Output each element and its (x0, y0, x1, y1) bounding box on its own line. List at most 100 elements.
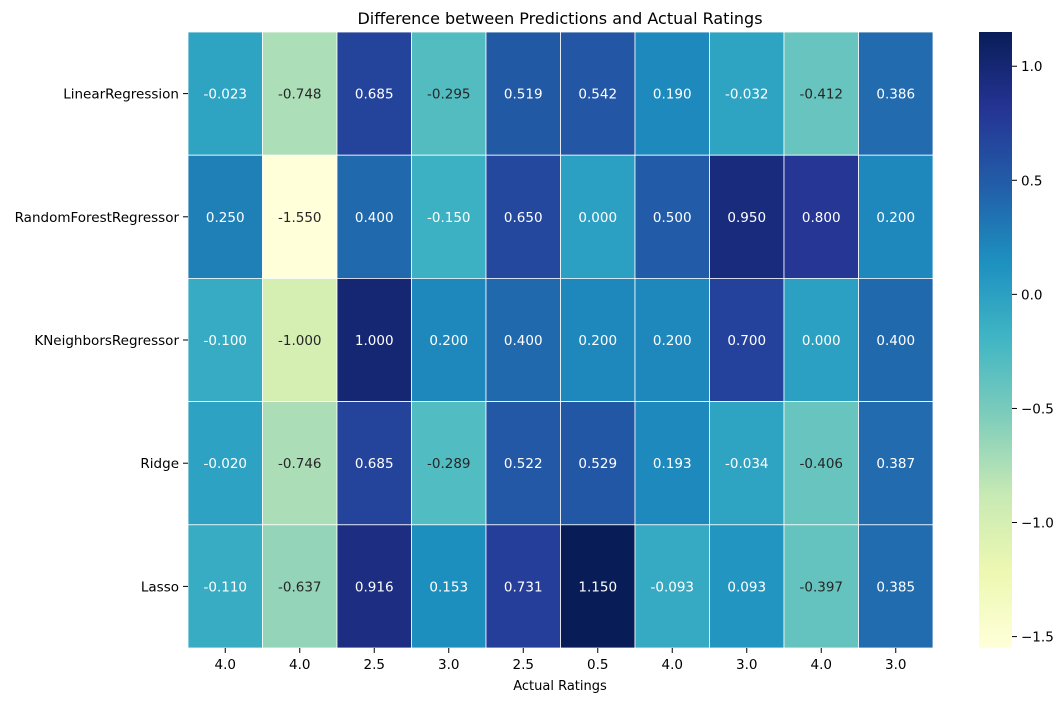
cell-value-label-r4-c2: 0.916 (355, 579, 394, 595)
heatmap-cell-r1-c6 (634, 154, 710, 279)
cell-value-label-r4-c4: 0.731 (504, 579, 543, 595)
cell-value-label-r4-c9: 0.385 (876, 579, 915, 595)
cell-value-label-r1-c2: 0.400 (355, 210, 394, 226)
cell-value-label-r4-c3: 0.153 (429, 579, 468, 595)
heatmap-cell-r4-c1 (262, 524, 338, 649)
x-tick-label-2: 2.5 (364, 657, 385, 673)
cell-value-label-r2-c2: 1.000 (355, 333, 394, 349)
heatmap-cell-r0-c7 (709, 31, 785, 156)
heatmap-cell-r1-c3 (411, 154, 487, 279)
cell-value-label-r3-c8: -0.406 (799, 456, 843, 472)
cell-value-label-r0-c6: 0.190 (653, 87, 692, 103)
heatmap-cell-r3-c0 (187, 401, 263, 526)
heatmap-cell-r4-c7 (709, 524, 785, 649)
heatmap-cell-r3-c8 (783, 401, 859, 526)
cell-value-label-r2-c7: 0.700 (727, 333, 766, 349)
x-tick-label-4: 2.5 (513, 657, 534, 673)
cell-value-label-r3-c9: 0.387 (876, 456, 915, 472)
heatmap-cell-r2-c2 (336, 277, 412, 402)
colorbar-tick-label-2: −0.5 (1021, 401, 1054, 417)
heatmap-cell-r0-c5 (560, 31, 636, 156)
heatmap-cell-r1-c8 (783, 154, 859, 279)
cell-value-label-r3-c2: 0.685 (355, 456, 394, 472)
x-axis: 4.0 4.0 2.5 3.0 2.5 0.5 4.0 3.0 4.0 3.0 (215, 648, 906, 673)
x-tick-label-3: 3.0 (438, 657, 459, 673)
heatmap-cell-r2-c6 (634, 277, 710, 402)
heatmap-cell-r3-c5 (560, 401, 636, 526)
heatmap-cell-r2-c0 (187, 277, 263, 402)
cell-value-label-r1-c4: 0.650 (504, 210, 543, 226)
cell-value-label-r0-c0: -0.023 (203, 87, 247, 103)
heatmap-cell-r2-c9 (858, 277, 934, 402)
y-tick-label-3: Ridge (140, 456, 179, 472)
cell-value-label-r1-c0: 0.250 (206, 210, 245, 226)
heatmap-cell-r4-c4 (485, 524, 561, 649)
x-tick-label-5: 0.5 (587, 657, 608, 673)
x-tick-label-1: 4.0 (289, 657, 310, 673)
heatmap-cell-r1-c1 (262, 154, 338, 279)
heatmap-cell-r4-c8 (783, 524, 859, 649)
cell-value-label-r3-c0: -0.020 (203, 456, 247, 472)
x-tick-label-7: 3.0 (736, 657, 757, 673)
cell-value-label-r1-c9: 0.200 (876, 210, 915, 226)
cell-value-label-r0-c3: -0.295 (427, 87, 471, 103)
colorbar-tick-label-3: 0.0 (1021, 287, 1042, 303)
cell-value-label-r4-c0: -0.110 (203, 579, 247, 595)
cell-value-label-r2-c5: 0.200 (578, 333, 617, 349)
heatmap-cell-r3-c9 (858, 401, 934, 526)
cell-value-label-r1-c8: 0.800 (802, 210, 841, 226)
y-tick-label-2: KNeighborsRegressor (34, 333, 179, 349)
heatmap-cell-r2-c4 (485, 277, 561, 402)
cell-value-label-r1-c3: -0.150 (427, 210, 471, 226)
y-tick-label-0: LinearRegression (63, 87, 179, 103)
heatmap-cell-r0-c4 (485, 31, 561, 156)
y-axis: LinearRegression RandomForestRegressor KNe… (15, 87, 188, 595)
heatmap-cell-r4-c2 (336, 524, 412, 649)
x-tick-label-9: 3.0 (885, 657, 906, 673)
y-tick-label-4: Lasso (141, 579, 179, 595)
cell-value-label-r3-c7: -0.034 (725, 456, 769, 472)
colorbar-tick-label-5: 1.0 (1021, 59, 1042, 75)
heatmap-cell-r1-c9 (858, 154, 934, 279)
cell-value-label-r4-c7: 0.093 (727, 579, 766, 595)
heatmap-cell-r4-c5 (560, 524, 636, 649)
x-tick-label-8: 4.0 (811, 657, 832, 673)
cell-value-label-r0-c5: 0.542 (578, 87, 617, 103)
heatmap-cell-r3-c4 (485, 401, 561, 526)
colorbar-tick-label-1: −1.0 (1021, 516, 1054, 532)
colorbar-tick-label-0: −1.5 (1021, 630, 1054, 646)
chart-title: Difference between Predictions and Actua… (357, 9, 762, 28)
x-tick-label-6: 4.0 (662, 657, 683, 673)
y-tick-label-1: RandomForestRegressor (15, 210, 180, 226)
cell-value-label-r4-c1: -0.637 (278, 579, 322, 595)
x-tick-label-0: 4.0 (215, 657, 236, 673)
colorbar-gradient (979, 32, 1012, 648)
cell-value-label-r3-c3: -0.289 (427, 456, 471, 472)
heatmap-cell-r4-c9 (858, 524, 934, 649)
cell-value-label-r4-c8: -0.397 (799, 579, 843, 595)
heatmap-cell-r3-c7 (709, 401, 785, 526)
cell-value-label-r2-c8: 0.000 (802, 333, 841, 349)
cell-value-label-r2-c4: 0.400 (504, 333, 543, 349)
heatmap-cell-r3-c6 (634, 401, 710, 526)
cell-value-label-r1-c7: 0.950 (727, 210, 766, 226)
heatmap-cell-r4-c6 (634, 524, 710, 649)
cell-value-label-r1-c6: 0.500 (653, 210, 692, 226)
cell-value-label-r4-c6: -0.093 (650, 579, 694, 595)
cell-value-label-r2-c9: 0.400 (876, 333, 915, 349)
heatmap-cell-r0-c0 (187, 31, 263, 156)
cell-value-label-r0-c1: -0.748 (278, 87, 322, 103)
heatmap-cell-r2-c1 (262, 277, 338, 402)
cell-value-label-r0-c4: 0.519 (504, 87, 543, 103)
cell-value-label-r3-c6: 0.193 (653, 456, 692, 472)
heatmap-cell-r0-c1 (262, 31, 338, 156)
colorbar: −1.5 −1.0 −0.5 0.0 0.5 1.0 (979, 32, 1054, 648)
cell-value-label-r2-c6: 0.200 (653, 333, 692, 349)
x-axis-label: Actual Ratings (513, 679, 607, 694)
cell-value-label-r0-c7: -0.032 (725, 87, 769, 103)
cell-value-label-r3-c1: -0.746 (278, 456, 322, 472)
heatmap-cell-r2-c7 (709, 277, 785, 402)
cell-value-label-r0-c2: 0.685 (355, 87, 394, 103)
cell-value-label-r0-c8: -0.412 (799, 87, 843, 103)
